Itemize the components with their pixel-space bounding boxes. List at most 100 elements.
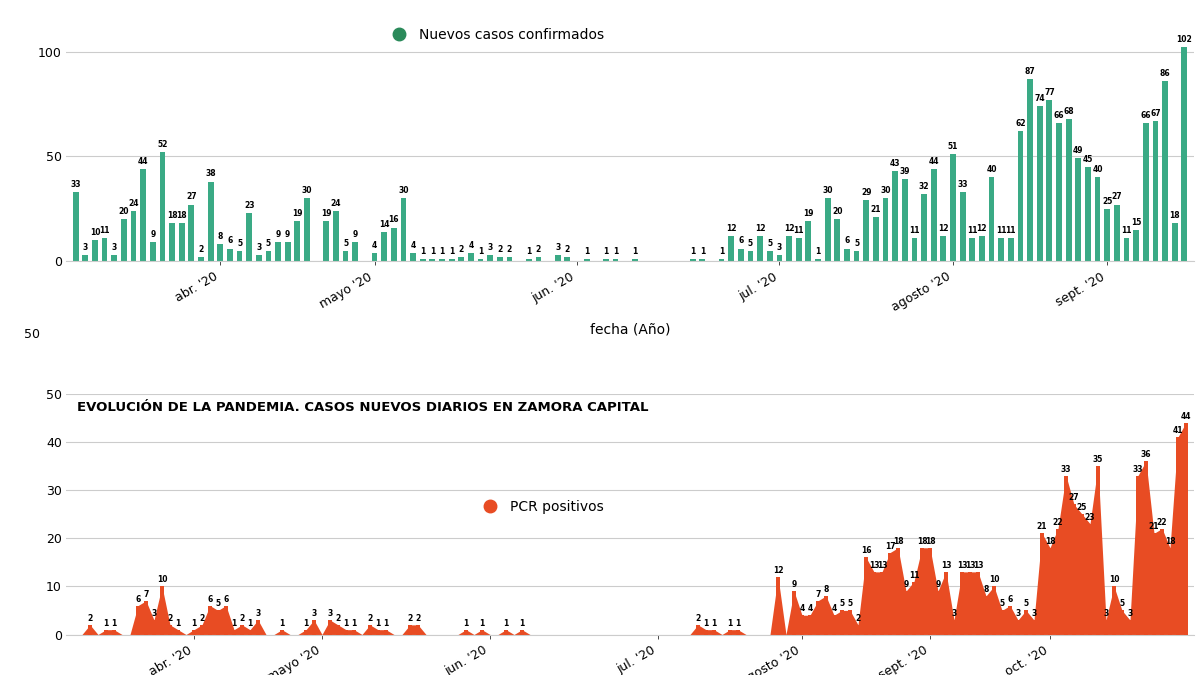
Bar xyxy=(1096,466,1100,634)
Bar xyxy=(420,259,426,261)
Text: 7: 7 xyxy=(143,590,149,599)
Bar xyxy=(872,217,878,261)
Text: 8: 8 xyxy=(983,585,989,594)
Bar xyxy=(1008,238,1014,261)
Text: 36: 36 xyxy=(1141,450,1151,459)
Bar xyxy=(767,250,773,261)
Bar xyxy=(704,630,708,634)
Bar xyxy=(922,194,926,261)
Text: 20: 20 xyxy=(832,207,842,216)
Bar xyxy=(1184,423,1188,634)
Text: 18: 18 xyxy=(1045,537,1055,546)
Text: 66: 66 xyxy=(1054,111,1064,119)
Text: 6: 6 xyxy=(136,595,140,603)
Bar xyxy=(73,192,78,261)
Bar xyxy=(372,252,378,261)
Text: 1: 1 xyxy=(479,619,485,628)
Text: 52: 52 xyxy=(157,140,168,149)
Text: 30: 30 xyxy=(822,186,833,195)
Text: 18: 18 xyxy=(917,537,928,546)
Bar xyxy=(384,630,388,634)
Text: 1: 1 xyxy=(463,619,469,628)
Bar xyxy=(121,219,127,261)
Text: 62: 62 xyxy=(1015,119,1026,128)
Text: 6: 6 xyxy=(738,236,744,246)
Text: 7: 7 xyxy=(815,590,821,599)
Bar xyxy=(198,257,204,261)
Bar xyxy=(376,630,380,634)
Text: 30: 30 xyxy=(398,186,409,195)
Text: 3: 3 xyxy=(1015,609,1021,618)
Text: 21: 21 xyxy=(1148,522,1159,531)
Bar xyxy=(1123,238,1129,261)
Text: 1: 1 xyxy=(430,247,434,256)
Bar xyxy=(410,252,416,261)
Text: 30: 30 xyxy=(881,186,890,195)
Bar xyxy=(1085,167,1091,261)
Text: 10: 10 xyxy=(90,228,100,237)
Text: 1: 1 xyxy=(526,247,532,256)
Text: 2: 2 xyxy=(535,245,541,254)
Text: 15: 15 xyxy=(1130,217,1141,227)
Bar xyxy=(632,259,637,261)
Text: 1: 1 xyxy=(247,619,253,628)
Text: 2: 2 xyxy=(565,245,570,254)
Bar xyxy=(192,630,196,634)
Text: 2: 2 xyxy=(367,614,373,623)
Bar xyxy=(168,625,172,634)
Text: 33: 33 xyxy=(1061,464,1072,474)
Bar xyxy=(304,198,310,261)
Bar xyxy=(150,242,156,261)
Bar xyxy=(856,625,860,634)
Text: 12: 12 xyxy=(977,224,988,233)
Bar xyxy=(449,259,455,261)
Text: 18: 18 xyxy=(925,537,935,546)
Text: 3: 3 xyxy=(776,243,782,252)
Bar xyxy=(1176,437,1180,634)
Text: 29: 29 xyxy=(860,188,871,197)
Text: 21: 21 xyxy=(1037,522,1048,531)
Text: 11: 11 xyxy=(996,226,1007,235)
Bar xyxy=(236,250,242,261)
Bar xyxy=(712,630,716,634)
Text: 4: 4 xyxy=(832,604,836,614)
Bar xyxy=(748,250,754,261)
Text: 10: 10 xyxy=(989,575,1000,585)
Text: 5: 5 xyxy=(847,599,852,608)
Bar xyxy=(888,553,892,634)
Bar xyxy=(776,576,780,634)
Bar xyxy=(144,601,148,634)
Text: 5: 5 xyxy=(854,238,859,248)
Bar xyxy=(430,259,436,261)
Bar xyxy=(334,211,338,261)
Bar xyxy=(912,581,916,634)
Text: 1: 1 xyxy=(815,247,821,256)
Bar xyxy=(1128,620,1132,634)
Bar xyxy=(179,223,185,261)
Bar xyxy=(401,198,407,261)
Bar xyxy=(1162,81,1168,261)
Bar xyxy=(1008,605,1012,634)
Text: 1: 1 xyxy=(727,619,733,628)
Text: 68: 68 xyxy=(1063,107,1074,115)
Text: 27: 27 xyxy=(1111,192,1122,201)
Bar xyxy=(1144,461,1148,634)
Bar xyxy=(952,620,956,634)
Bar xyxy=(960,192,966,261)
Text: 2: 2 xyxy=(506,245,512,254)
Text: 12: 12 xyxy=(938,224,948,233)
Bar xyxy=(1152,533,1156,634)
Bar xyxy=(1000,610,1004,634)
Bar xyxy=(912,238,917,261)
Text: 9: 9 xyxy=(150,230,155,239)
Text: 9: 9 xyxy=(904,580,908,589)
Bar xyxy=(834,219,840,261)
Bar xyxy=(480,630,484,634)
Text: 32: 32 xyxy=(919,182,929,191)
Bar xyxy=(968,572,972,634)
Bar xyxy=(265,250,271,261)
Text: 33: 33 xyxy=(1133,464,1144,474)
Text: 3: 3 xyxy=(1103,609,1109,618)
Bar xyxy=(719,259,725,261)
Text: 1: 1 xyxy=(584,247,589,256)
